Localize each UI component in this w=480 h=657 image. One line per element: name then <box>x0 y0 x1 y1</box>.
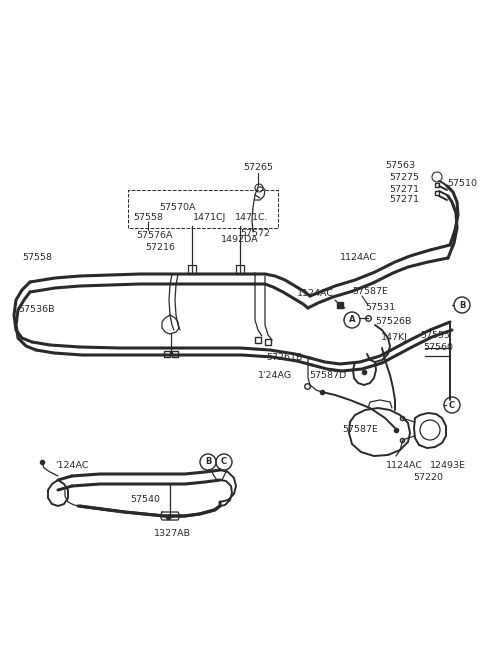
Text: 57261B: 57261B <box>266 353 302 363</box>
Text: 57510: 57510 <box>447 179 477 187</box>
Text: 57563: 57563 <box>385 160 415 170</box>
Text: 1124AC: 1124AC <box>297 288 334 298</box>
Text: 57576A: 57576A <box>137 231 173 240</box>
Text: 57526B: 57526B <box>375 317 411 327</box>
Text: C: C <box>449 401 455 409</box>
Text: 57587D: 57587D <box>310 371 347 380</box>
Text: '124AC: '124AC <box>55 461 89 470</box>
Text: 57587E: 57587E <box>352 288 388 296</box>
Text: 57265: 57265 <box>243 164 273 173</box>
Text: 1471C.: 1471C. <box>235 214 269 223</box>
Text: 57531: 57531 <box>365 304 395 313</box>
Text: 57555: 57555 <box>420 330 450 340</box>
Text: 57587E: 57587E <box>342 426 378 434</box>
Text: 57572: 57572 <box>240 229 270 237</box>
Text: 57275: 57275 <box>389 173 419 181</box>
Text: 1471CJ: 1471CJ <box>193 214 227 223</box>
Text: B: B <box>459 300 465 309</box>
Text: 1327AB: 1327AB <box>154 528 191 537</box>
Text: A: A <box>349 315 355 325</box>
Text: 57536B: 57536B <box>18 306 55 315</box>
Text: 147KJ: 147KJ <box>381 334 408 342</box>
Text: B: B <box>205 457 211 466</box>
Text: 57558: 57558 <box>133 214 163 223</box>
Text: 1492DA: 1492DA <box>221 235 259 244</box>
Text: 1124AC: 1124AC <box>385 461 422 470</box>
Text: 12493E: 12493E <box>430 461 466 470</box>
Text: 57220: 57220 <box>413 474 443 482</box>
Text: 57540: 57540 <box>130 495 160 505</box>
Text: 57570A: 57570A <box>160 204 196 212</box>
Text: 57271: 57271 <box>389 196 419 204</box>
Text: 1124AC: 1124AC <box>339 254 376 263</box>
Text: 1'24AG: 1'24AG <box>258 371 292 380</box>
Text: 57558: 57558 <box>22 254 52 263</box>
Text: 57216: 57216 <box>145 244 175 252</box>
Text: C: C <box>221 457 227 466</box>
Text: 57271: 57271 <box>389 185 419 194</box>
Text: 57560: 57560 <box>423 344 453 353</box>
